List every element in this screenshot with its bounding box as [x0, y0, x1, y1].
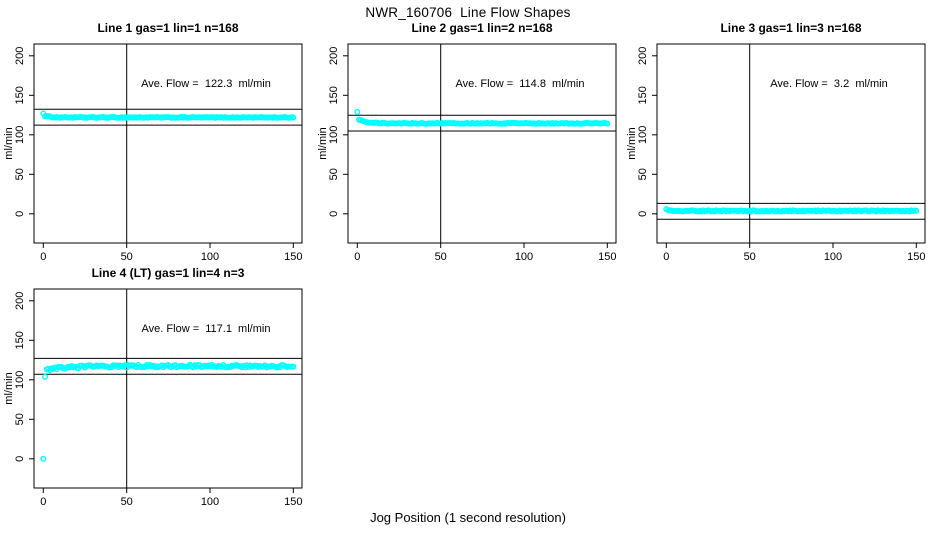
panel-line-4: Line 4 (LT) gas=1 lin=4 n=3 0 50 100 150 0 50… — [0, 261, 314, 535]
svg-text:150: 150 — [284, 496, 302, 508]
svg-text:50: 50 — [121, 251, 133, 263]
panel-title: Line 2 gas=1 lin=2 n=168 — [411, 21, 553, 35]
svg-text:50: 50 — [14, 168, 26, 180]
panel-title: Line 4 (LT) gas=1 lin=4 n=3 — [91, 266, 245, 280]
svg-text:50: 50 — [14, 413, 26, 425]
ave-flow-annotation: Ave. Flow = 117.1 ml/min — [141, 323, 271, 335]
svg-text:0: 0 — [328, 211, 340, 217]
main-title: NWR_160706 Line Flow Shapes — [365, 5, 571, 20]
svg-text:ml/min: ml/min — [317, 127, 329, 159]
panel-line-3: Line 3 gas=1 lin=3 n=168 0 50 100 150 0 50 100… — [623, 16, 936, 290]
svg-text:100: 100 — [328, 126, 340, 144]
svg-text:200: 200 — [637, 47, 649, 65]
svg-text:200: 200 — [14, 292, 26, 310]
ave-flow-annotation: Ave. Flow = 122.3 ml/min — [141, 78, 271, 90]
panel-line-2: Line 2 gas=1 lin=2 n=168 0 50 100 150 0 50 100… — [314, 16, 628, 290]
svg-text:0: 0 — [14, 211, 26, 217]
svg-text:150: 150 — [14, 331, 26, 349]
svg-text:100: 100 — [14, 371, 26, 389]
svg-text:ml/min: ml/min — [3, 372, 15, 404]
svg-text:50: 50 — [744, 251, 756, 263]
svg-text:150: 150 — [284, 251, 302, 263]
svg-text:ml/min: ml/min — [626, 127, 638, 159]
svg-text:100: 100 — [515, 251, 533, 263]
svg-text:150: 150 — [598, 251, 616, 263]
svg-text:0: 0 — [354, 251, 360, 263]
scatter-plot-line-1: 0 50 100 150 0 50 100 150 200 ml/min — [3, 43, 303, 263]
svg-text:0: 0 — [637, 211, 649, 217]
svg-text:0: 0 — [663, 251, 669, 263]
svg-text:100: 100 — [637, 126, 649, 144]
svg-text:ml/min: ml/min — [3, 127, 15, 159]
svg-text:150: 150 — [328, 86, 340, 104]
svg-text:50: 50 — [637, 168, 649, 180]
svg-text:50: 50 — [328, 168, 340, 180]
svg-text:0: 0 — [14, 456, 26, 462]
svg-text:100: 100 — [824, 251, 842, 263]
svg-text:150: 150 — [907, 251, 925, 263]
x-axis-label: Jog Position (1 second resolution) — [370, 510, 566, 525]
scatter-plot-line-4: 0 50 100 150 0 50 100 150 200 ml/min — [3, 288, 303, 508]
panel-line-1: Line 1 gas=1 lin=1 n=168 0 50 100 150 0 50 100… — [0, 16, 314, 290]
svg-text:150: 150 — [14, 86, 26, 104]
ave-flow-annotation: Ave. Flow = 114.8 ml/min — [455, 78, 585, 90]
svg-text:0: 0 — [40, 496, 46, 508]
svg-text:100: 100 — [201, 251, 219, 263]
svg-text:100: 100 — [14, 126, 26, 144]
scatter-plot-line-2: 0 50 100 150 0 50 100 150 200 ml/min — [317, 43, 617, 263]
ave-flow-annotation: Ave. Flow = 3.2 ml/min — [770, 78, 888, 90]
svg-text:0: 0 — [40, 251, 46, 263]
svg-text:50: 50 — [435, 251, 447, 263]
svg-text:100: 100 — [201, 496, 219, 508]
panel-title: Line 1 gas=1 lin=1 n=168 — [97, 21, 239, 35]
scatter-plot-line-3: 0 50 100 150 0 50 100 150 200 ml/min — [626, 43, 926, 263]
svg-text:50: 50 — [121, 496, 133, 508]
svg-text:150: 150 — [637, 86, 649, 104]
panel-title: Line 3 gas=1 lin=3 n=168 — [720, 21, 862, 35]
svg-text:200: 200 — [14, 47, 26, 65]
svg-text:200: 200 — [328, 47, 340, 65]
